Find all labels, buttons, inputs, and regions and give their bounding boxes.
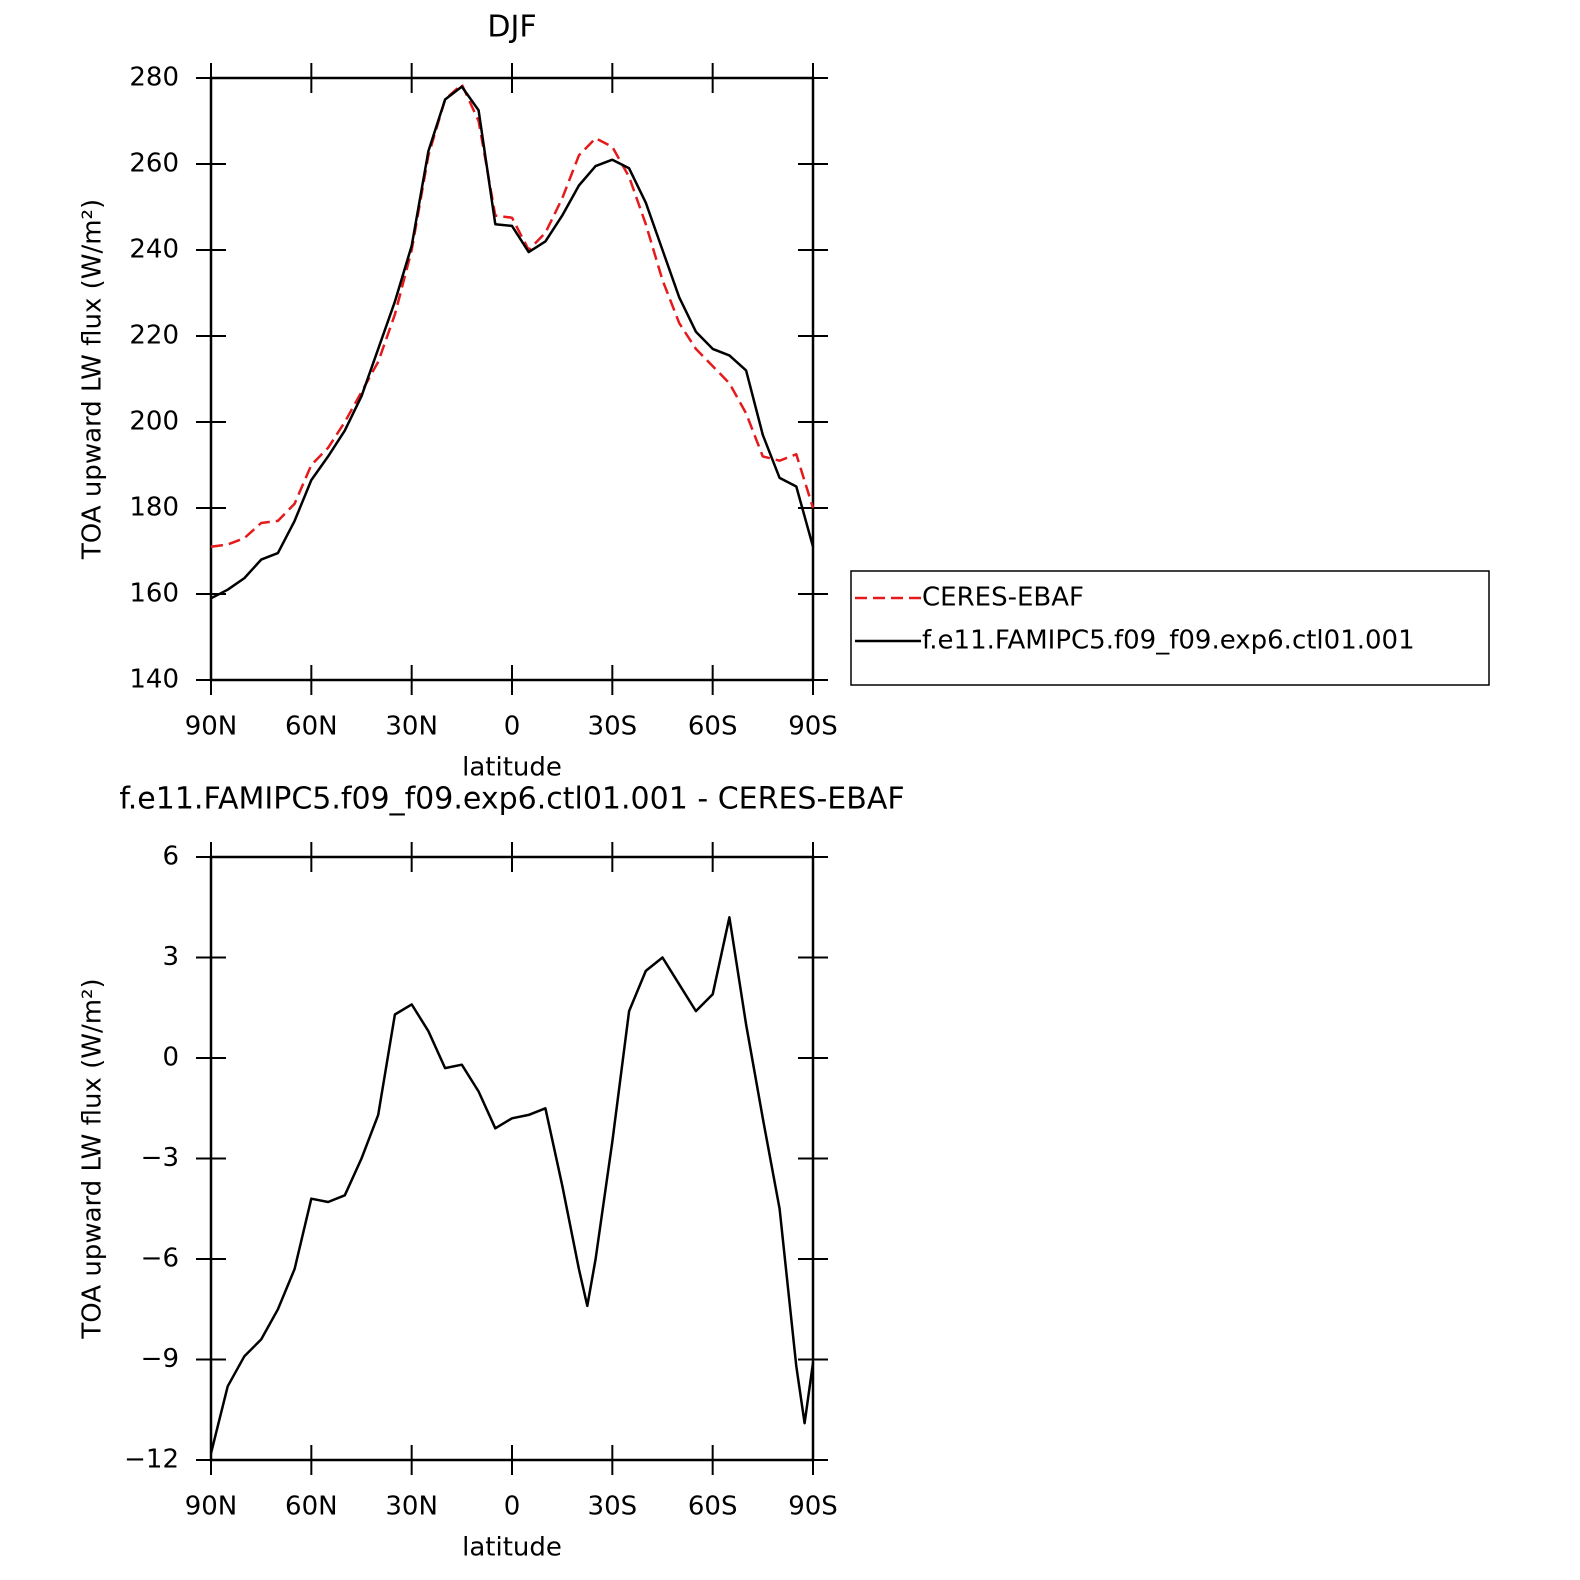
x-tick-label: 0 <box>504 1492 521 1522</box>
y-tick-label: 160 <box>129 579 179 609</box>
x-tick-label: 90N <box>185 712 238 742</box>
x-tick-label: 90N <box>185 1492 238 1522</box>
y-tick-label: 240 <box>129 235 179 265</box>
x-axis-label: latitude <box>462 753 562 783</box>
legend-label: f.e11.FAMIPC5.f09_f09.exp6.ctl01.001 <box>922 626 1415 656</box>
x-tick-label: 60N <box>285 1492 338 1522</box>
plot-frame <box>209 76 815 682</box>
x-tick-label: 90S <box>788 1492 838 1522</box>
y-tick-label: 6 <box>162 842 179 872</box>
data-line <box>210 83 815 548</box>
x-tick-label: 0 <box>504 712 521 742</box>
x-tick-label: 90S <box>788 712 838 742</box>
y-axis-label: TOA upward LW flux (W/m²) <box>78 978 108 1339</box>
y-tick-label: 260 <box>129 149 179 179</box>
x-tick-label: 30N <box>385 712 438 742</box>
y-tick-label: −12 <box>124 1445 179 1475</box>
y-tick-label: −6 <box>141 1244 179 1274</box>
y-tick-label: 220 <box>129 321 179 351</box>
x-tick-label: 60S <box>688 712 738 742</box>
legend-label: CERES-EBAF <box>922 583 1084 613</box>
chart-title: f.e11.FAMIPC5.f09_f09.exp6.ctl01.001 - C… <box>119 782 904 817</box>
x-axis-label: latitude <box>462 1533 562 1563</box>
y-tick-label: 140 <box>129 665 179 695</box>
x-tick-label: 30S <box>588 712 638 742</box>
y-axis-label: TOA upward LW flux (W/m²) <box>78 199 108 560</box>
x-tick-label: 60N <box>285 712 338 742</box>
x-tick-label: 30N <box>385 1492 438 1522</box>
y-tick-label: 280 <box>129 63 179 93</box>
chart-title: DJF <box>487 10 536 45</box>
data-line <box>210 85 815 600</box>
legend-box <box>850 570 1490 686</box>
y-tick-label: −3 <box>141 1143 179 1173</box>
y-tick-label: 200 <box>129 407 179 437</box>
y-tick-label: 0 <box>162 1043 179 1073</box>
x-tick-label: 60S <box>688 1492 738 1522</box>
data-line <box>209 916 815 1454</box>
y-tick-label: −9 <box>141 1344 179 1374</box>
y-tick-label: 3 <box>162 942 179 972</box>
x-tick-label: 30S <box>588 1492 638 1522</box>
y-tick-label: 180 <box>129 493 179 523</box>
